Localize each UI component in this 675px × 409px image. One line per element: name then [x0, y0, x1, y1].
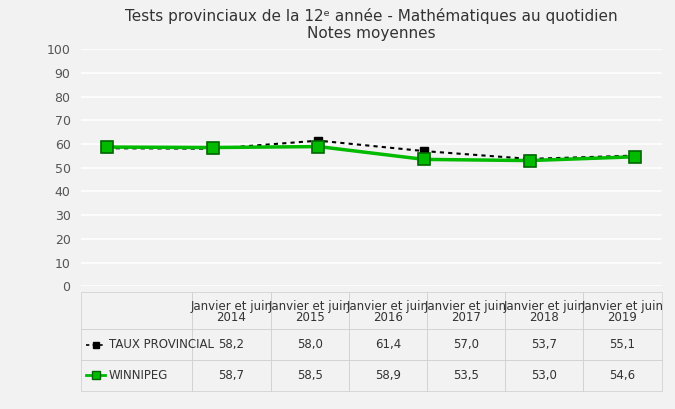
Text: WINNIPEG: WINNIPEG [109, 369, 168, 382]
Text: 58,9: 58,9 [375, 369, 401, 382]
Text: Janvier et juin: Janvier et juin [504, 300, 585, 313]
Text: 57,0: 57,0 [453, 338, 479, 351]
Text: 58,2: 58,2 [219, 338, 244, 351]
Text: 53,5: 53,5 [453, 369, 479, 382]
Text: 58,7: 58,7 [219, 369, 244, 382]
Text: 58,0: 58,0 [297, 338, 323, 351]
Text: 61,4: 61,4 [375, 338, 401, 351]
Text: 53,7: 53,7 [531, 338, 558, 351]
Text: 2014: 2014 [217, 311, 246, 324]
Text: 58,5: 58,5 [297, 369, 323, 382]
Text: 55,1: 55,1 [610, 338, 635, 351]
Text: 2016: 2016 [373, 311, 403, 324]
Text: Janvier et juin: Janvier et juin [269, 300, 350, 313]
Text: Janvier et juin: Janvier et juin [190, 300, 273, 313]
Text: 53,0: 53,0 [531, 369, 557, 382]
Title: Tests provinciaux de la 12ᵉ année - Mathématiques au quotidien
Notes moyennes: Tests provinciaux de la 12ᵉ année - Math… [125, 8, 618, 41]
Text: TAUX PROVINCIAL: TAUX PROVINCIAL [109, 338, 214, 351]
Text: 2019: 2019 [608, 311, 637, 324]
Text: Janvier et juin: Janvier et juin [425, 300, 507, 313]
Text: Janvier et juin: Janvier et juin [347, 300, 429, 313]
Text: 54,6: 54,6 [610, 369, 635, 382]
Text: Janvier et juin: Janvier et juin [581, 300, 664, 313]
Text: 2015: 2015 [295, 311, 325, 324]
Text: 2017: 2017 [451, 311, 481, 324]
Text: 2018: 2018 [529, 311, 559, 324]
